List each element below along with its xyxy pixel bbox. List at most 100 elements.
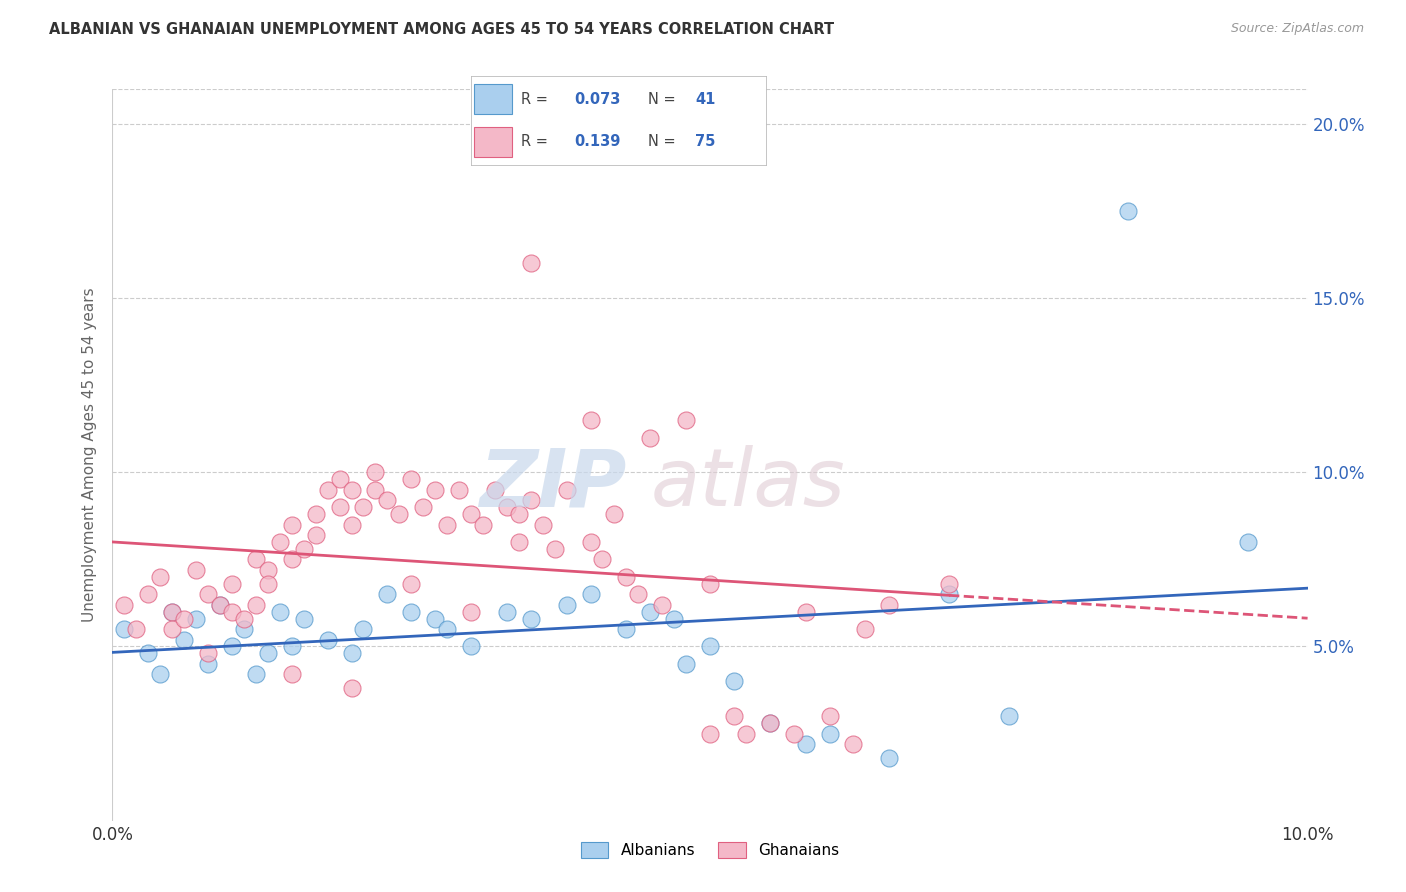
Point: [472, 517, 495, 532]
Point: [520, 493, 543, 508]
Point: [162, 605, 183, 619]
Point: [759, 716, 782, 731]
Point: [723, 674, 745, 689]
Point: [221, 640, 243, 654]
Point: [723, 709, 745, 723]
Text: 0.139: 0.139: [575, 135, 620, 149]
Text: 41: 41: [696, 92, 716, 106]
Point: [257, 576, 280, 591]
Point: [484, 483, 506, 497]
Point: [305, 507, 328, 521]
Point: [640, 430, 662, 444]
Point: [579, 535, 602, 549]
Point: [543, 541, 565, 556]
Point: [245, 667, 267, 681]
FancyBboxPatch shape: [474, 84, 512, 114]
Point: [125, 622, 148, 636]
Point: [651, 598, 673, 612]
Point: [281, 517, 304, 532]
Point: [1237, 535, 1260, 549]
Point: [425, 483, 447, 497]
Point: [675, 413, 697, 427]
Point: [340, 647, 363, 661]
Legend: Albanians, Ghanaians: Albanians, Ghanaians: [575, 836, 845, 864]
Point: [664, 612, 686, 626]
Point: [292, 612, 315, 626]
Point: [257, 563, 280, 577]
Point: [281, 640, 304, 654]
Point: [114, 598, 135, 612]
Point: [699, 726, 721, 740]
Point: [496, 605, 519, 619]
Point: [316, 632, 339, 647]
Point: [579, 587, 602, 601]
Point: [425, 612, 447, 626]
Point: [281, 667, 304, 681]
Point: [460, 605, 482, 619]
Point: [209, 598, 232, 612]
Point: [292, 541, 315, 556]
Point: [603, 507, 626, 521]
Point: [794, 605, 817, 619]
Text: N =: N =: [648, 135, 676, 149]
FancyBboxPatch shape: [474, 127, 512, 157]
Point: [162, 622, 183, 636]
Point: [377, 493, 399, 508]
Point: [257, 647, 280, 661]
Point: [197, 647, 219, 661]
Point: [938, 587, 960, 601]
Point: [998, 709, 1021, 723]
Text: 0.073: 0.073: [575, 92, 620, 106]
Point: [221, 576, 243, 591]
Point: [675, 657, 697, 671]
Point: [353, 500, 375, 515]
Point: [592, 552, 614, 566]
Point: [305, 528, 328, 542]
Point: [269, 605, 291, 619]
Point: [449, 483, 471, 497]
Point: [460, 640, 482, 654]
Point: [579, 413, 602, 427]
Point: [377, 587, 399, 601]
Point: [879, 751, 901, 765]
Point: [401, 605, 423, 619]
Point: [759, 716, 782, 731]
Point: [412, 500, 434, 515]
Point: [329, 500, 352, 515]
Point: [245, 552, 267, 566]
Point: [508, 507, 530, 521]
Point: [508, 535, 530, 549]
Point: [794, 737, 817, 751]
Point: [388, 507, 411, 521]
Point: [436, 622, 458, 636]
Point: [353, 622, 375, 636]
Point: [316, 483, 339, 497]
Point: [138, 587, 160, 601]
Text: ALBANIAN VS GHANAIAN UNEMPLOYMENT AMONG AGES 45 TO 54 YEARS CORRELATION CHART: ALBANIAN VS GHANAIAN UNEMPLOYMENT AMONG …: [49, 22, 834, 37]
Text: atlas: atlas: [651, 445, 845, 524]
Point: [233, 612, 256, 626]
Point: [531, 517, 554, 532]
Point: [735, 726, 758, 740]
Point: [364, 466, 387, 480]
Point: [364, 483, 387, 497]
Point: [460, 507, 482, 521]
Text: ZIP: ZIP: [479, 445, 627, 524]
Point: [818, 709, 841, 723]
Point: [783, 726, 806, 740]
Point: [818, 726, 841, 740]
Point: [149, 570, 172, 584]
Point: [173, 612, 195, 626]
Point: [269, 535, 291, 549]
Point: [340, 681, 363, 696]
Point: [699, 640, 721, 654]
Text: Source: ZipAtlas.com: Source: ZipAtlas.com: [1230, 22, 1364, 36]
Point: [162, 605, 183, 619]
Point: [281, 552, 304, 566]
Point: [520, 612, 543, 626]
Point: [436, 517, 458, 532]
Text: R =: R =: [522, 92, 548, 106]
Point: [401, 576, 423, 591]
Point: [555, 483, 578, 497]
Point: [197, 657, 219, 671]
